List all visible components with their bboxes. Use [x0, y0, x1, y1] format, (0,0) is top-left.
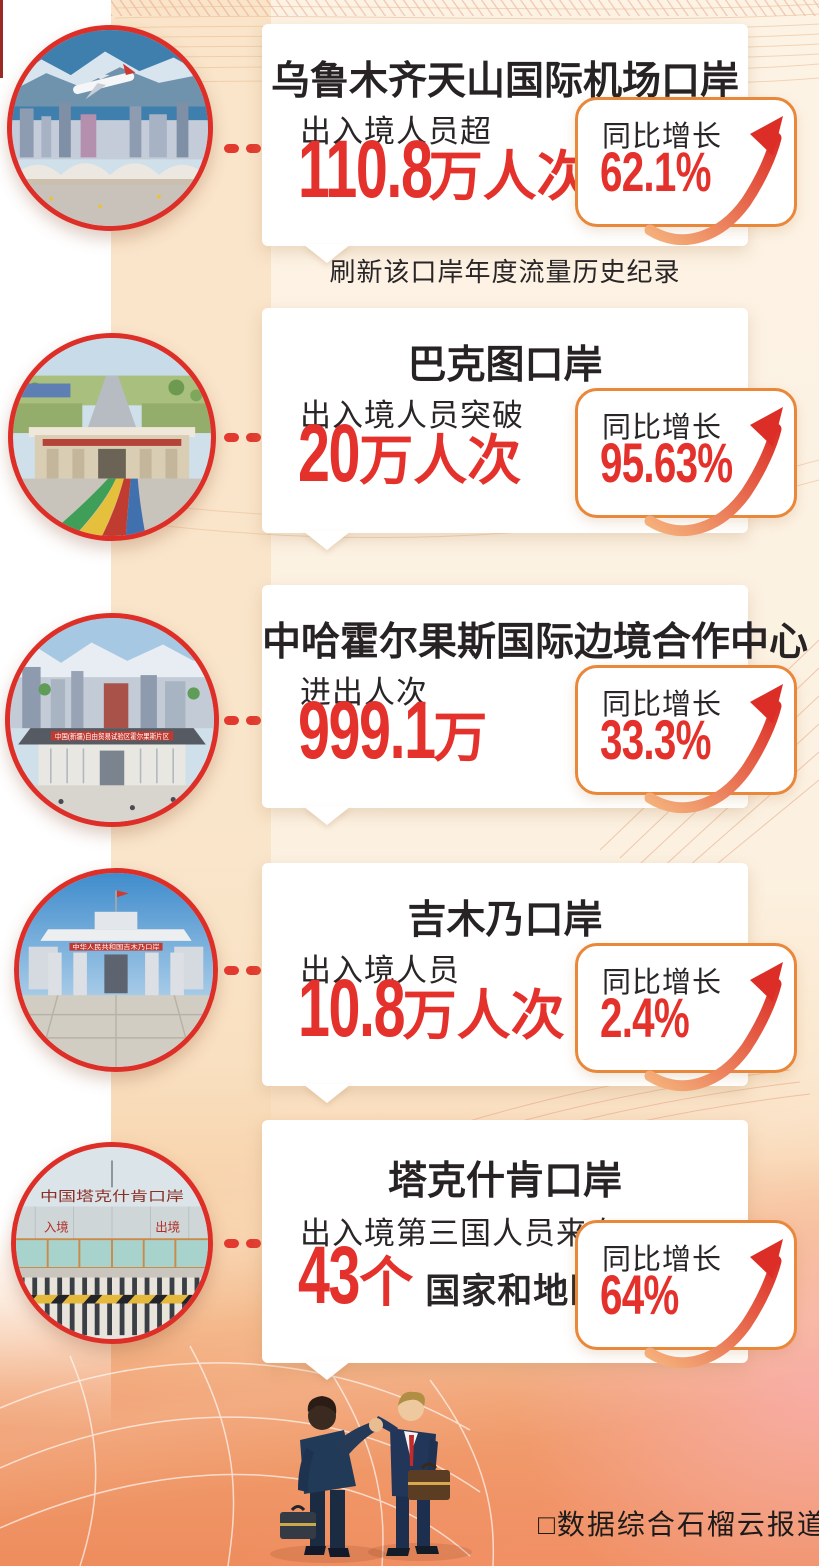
growth-label: 同比增长	[602, 412, 723, 444]
horgos-center-photo: 中国(新疆)自由贸易试验区霍尔果斯片区	[5, 613, 219, 827]
growth-box: 同比增长 2.4%	[575, 943, 797, 1092]
growth-arrow-icon	[644, 684, 783, 814]
growth-box: 同比增长 62.1%	[575, 97, 797, 246]
growth-label: 同比增长	[602, 121, 723, 153]
stat-description: 出入境人员突破	[300, 398, 524, 433]
stat-value: 20 万人次	[298, 408, 522, 499]
port-title: 吉木乃口岸	[407, 899, 603, 942]
connector-dashes	[224, 716, 261, 725]
stat-description: 出入境第三国人员来自	[300, 1216, 620, 1251]
takeshiken-port-photo: 中国塔克什肯口岸 入境 出境	[11, 1142, 213, 1344]
section-horgos-center: 中国(新疆)自由贸易试验区霍尔果斯片区 中哈霍尔果斯国际边境合作中心 进出人次 …	[0, 585, 819, 865]
growth-value: 62.1%	[600, 140, 711, 203]
stat-value: 110.8 万人次	[298, 124, 591, 215]
section-baketu-port: 巴克图口岸 出入境人员突破 20 万人次 同比增长 95.63%	[0, 308, 819, 588]
urumqi-airport-photo	[7, 25, 213, 231]
section-urumqi-airport: 乌鲁木齐天山国际机场口岸 出入境人员超 110.8 万人次 同比增长 62.1% …	[0, 24, 819, 324]
growth-arrow-icon	[644, 116, 783, 246]
connector-dashes	[224, 966, 261, 975]
growth-box: 同比增长 95.63%	[575, 388, 797, 537]
stat-description: 进出人次	[300, 675, 428, 710]
growth-arrow-icon	[644, 962, 783, 1092]
stat-unit: 万人次	[359, 431, 522, 492]
stat-suffix: 国家和地区	[425, 1272, 606, 1312]
growth-value: 2.4%	[600, 986, 690, 1049]
jeminay-gate-sign: 中华人民共和国吉木乃口岸	[72, 942, 159, 951]
card-pointer	[303, 244, 351, 263]
stat-number: 43	[298, 1230, 360, 1321]
stat-number: 20	[298, 408, 360, 499]
record-note: 刷新该口岸年度流量历史纪录	[329, 257, 681, 287]
growth-arrow-icon	[644, 1239, 783, 1369]
handshake-illustration	[270, 1391, 472, 1563]
stat-number: 999.1	[298, 685, 436, 776]
page-edge-red-line	[0, 0, 3, 78]
card-pointer	[303, 806, 351, 825]
stat-card: 塔克什肯口岸 出入境第三国人员来自 43 个国家和地区	[262, 1120, 748, 1363]
card-pointer	[303, 531, 351, 550]
stat-value: 43 个国家和地区	[298, 1230, 606, 1321]
airplane-icon	[73, 63, 136, 100]
port-title: 乌鲁木齐天山国际机场口岸	[270, 60, 739, 103]
growth-label: 同比增长	[602, 689, 723, 721]
stat-number: 110.8	[298, 124, 433, 215]
port-title: 巴克图口岸	[407, 344, 603, 387]
entry-sign: 入境	[44, 1219, 69, 1234]
stat-unit: 个	[359, 1253, 414, 1314]
jeminay-port-photo: 中华人民共和国吉木乃口岸	[14, 868, 218, 1072]
top-hatch-pattern	[111, 0, 819, 16]
port-title: 中哈霍尔果斯国际边境合作中心	[262, 621, 809, 664]
stat-unit: 万人次	[428, 147, 591, 208]
growth-box: 同比增长 64%	[575, 1220, 797, 1369]
horgos-roof-sign: 中国(新疆)自由贸易试验区霍尔果斯片区	[55, 732, 169, 741]
growth-value: 33.3%	[600, 708, 711, 771]
growth-value: 95.63%	[600, 431, 733, 494]
connector-dashes	[224, 144, 261, 153]
growth-box: 同比增长 33.3%	[575, 665, 797, 814]
growth-label: 同比增长	[602, 1244, 723, 1276]
stat-number: 10.8	[298, 963, 406, 1054]
card-pointer	[303, 1084, 351, 1103]
stat-unit: 万	[433, 708, 488, 769]
businessman-left	[280, 1396, 383, 1557]
stat-value: 10.8 万人次	[298, 963, 565, 1054]
stat-value: 999.1 万	[298, 685, 488, 776]
section-takeshiken-port: 中国塔克什肯口岸 入境 出境	[0, 1120, 819, 1420]
takeshiken-roof-sign: 中国塔克什肯口岸	[40, 1189, 184, 1204]
growth-label: 同比增长	[602, 967, 723, 999]
stat-description: 出入境人员超	[300, 114, 492, 149]
growth-value: 64%	[600, 1263, 679, 1326]
port-title: 塔克什肯口岸	[387, 1160, 622, 1203]
stat-unit: 万人次	[402, 986, 565, 1047]
businessman-right	[374, 1391, 450, 1556]
connector-dashes	[224, 433, 261, 442]
stat-description: 出入境人员	[300, 953, 460, 988]
connector-dashes	[224, 1239, 261, 1248]
section-jeminay-port: 中华人民共和国吉木乃口岸 吉木乃口岸 出入境人员 10.8 万人次 同比增长	[0, 863, 819, 1143]
baketu-port-photo	[8, 333, 216, 541]
attribution-text: □数据综合石榴云报道	[538, 1510, 819, 1541]
card-pointer	[303, 1361, 351, 1380]
growth-arrow-icon	[644, 407, 783, 537]
exit-sign: 出境	[155, 1219, 180, 1234]
